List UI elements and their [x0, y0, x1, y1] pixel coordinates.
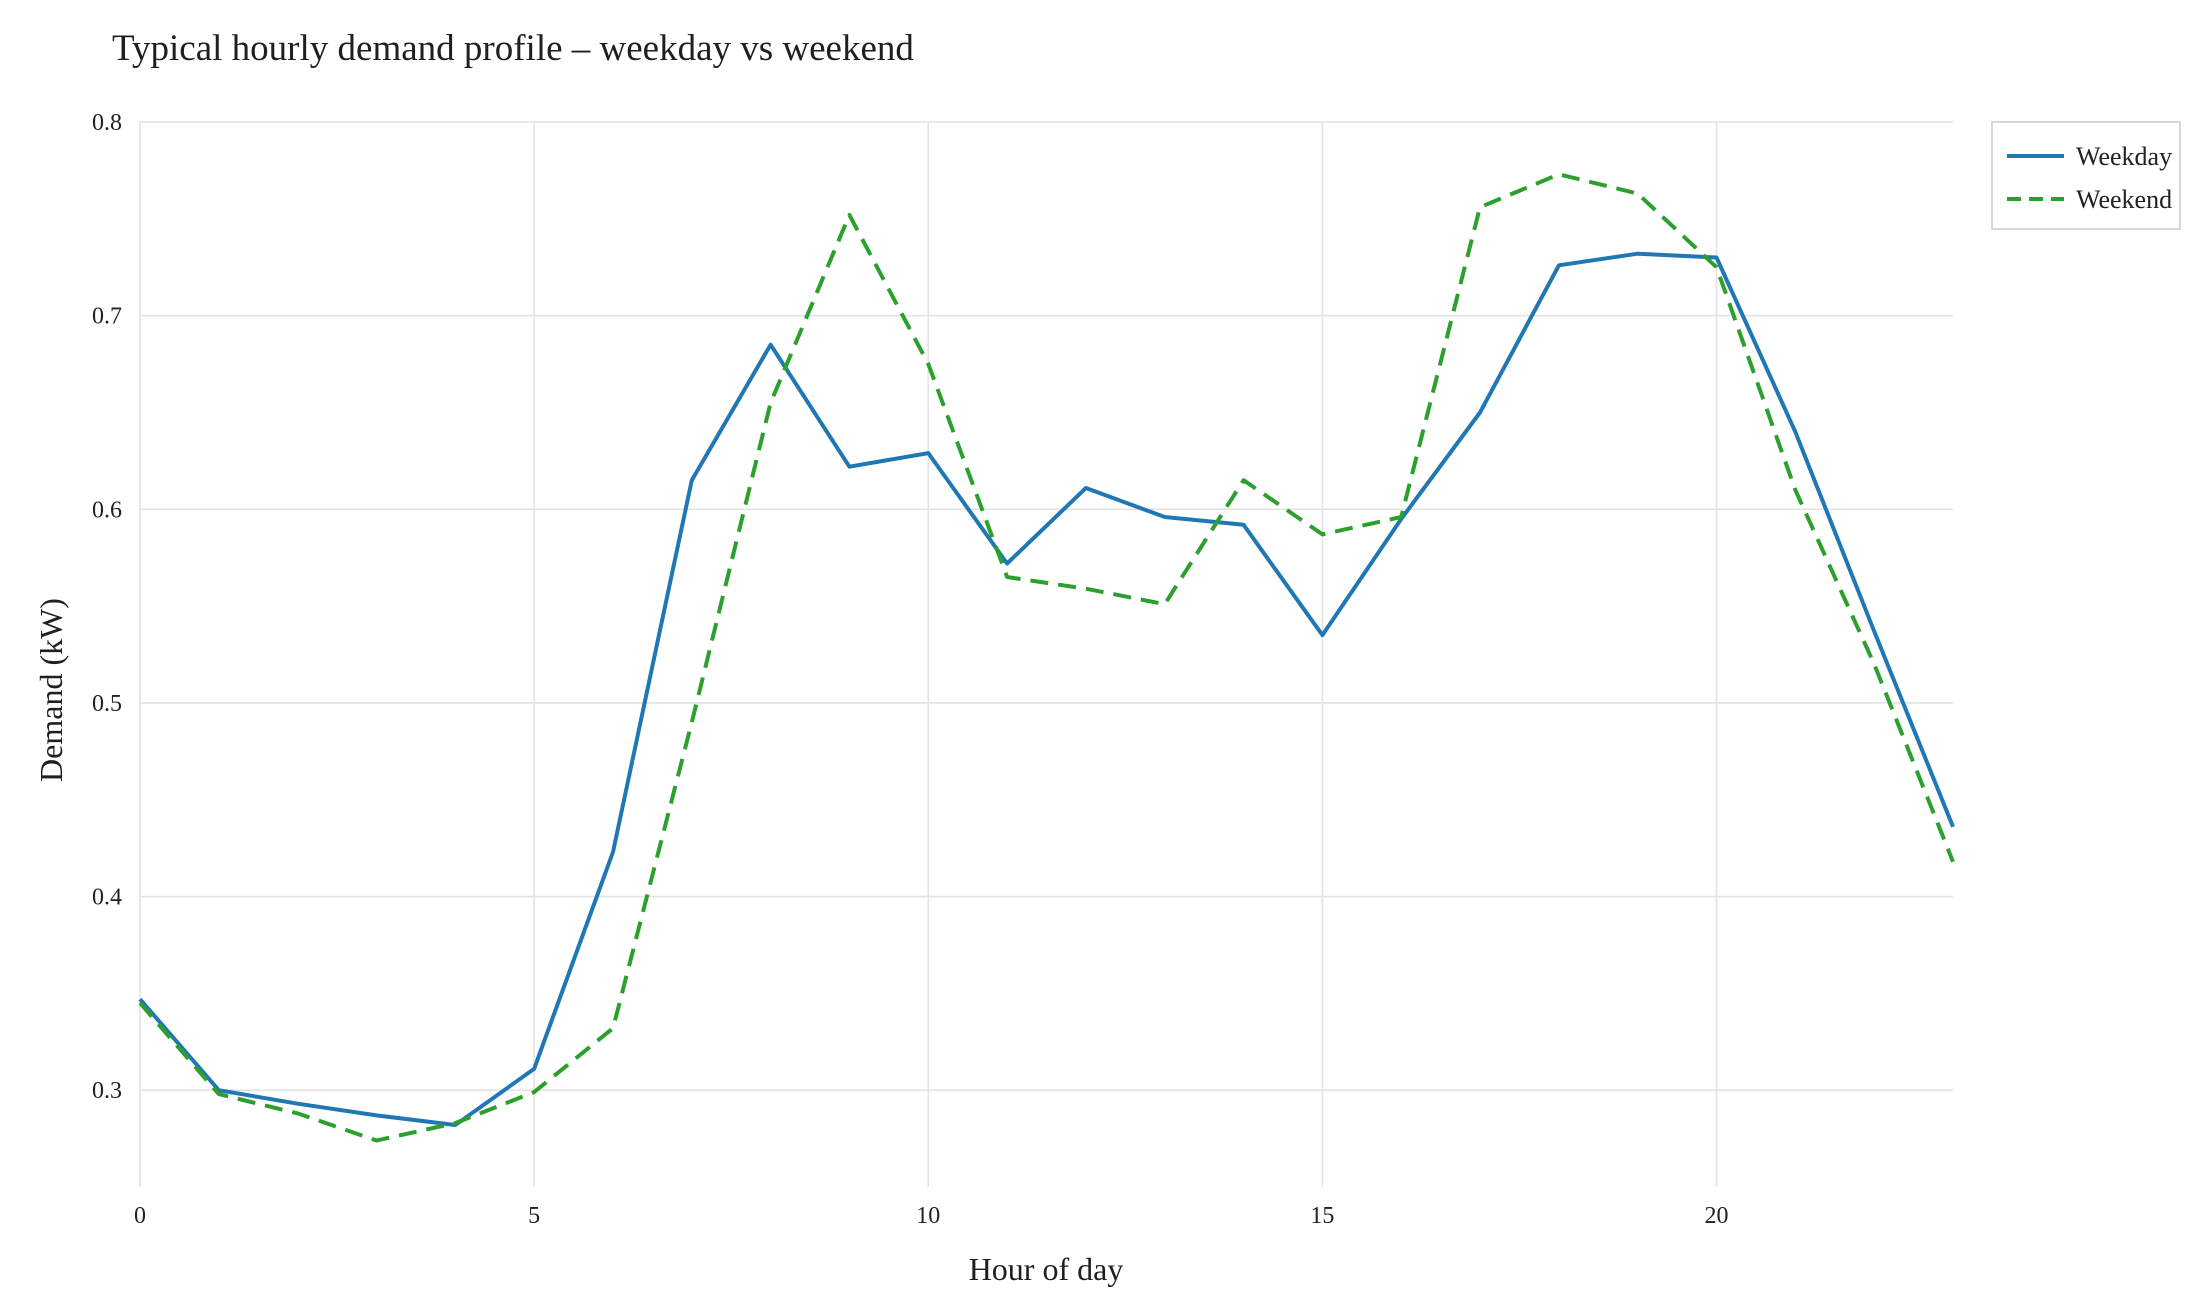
x-tick-label: 0: [134, 1203, 146, 1229]
legend-label-weekday: Weekday: [2076, 142, 2172, 171]
y-tick-label: 0.5: [92, 691, 122, 717]
chart-title: Typical hourly demand profile – weekday …: [112, 28, 914, 69]
x-tick-label: 20: [1705, 1203, 1729, 1229]
series-line-weekday: [138, 251, 1955, 1127]
y-tick-label: 0.3: [92, 1078, 122, 1104]
x-tick-label: 5: [528, 1203, 540, 1229]
legend: Weekday Weekend: [1991, 121, 2181, 230]
legend-label-weekend: Weekend: [2076, 185, 2172, 214]
x-tick-label: 15: [1310, 1203, 1334, 1229]
y-tick-label: 0.6: [92, 497, 122, 523]
y-tick-label: 0.7: [92, 304, 122, 330]
y-axis-label: Demand (kW): [33, 598, 69, 782]
series-line-weekend: [138, 172, 1955, 1143]
x-tick-label: 10: [916, 1203, 940, 1229]
x-axis-label: Hour of day: [969, 1251, 1124, 1287]
y-tick-label: 0.4: [92, 885, 122, 911]
legend-box: [1991, 121, 2181, 230]
grid: [139, 121, 1953, 1187]
series-lines: [138, 172, 1955, 1143]
tick-labels: 0 5 10 15 20 0.3 0.4 0.5 0.6 0.7 0.8: [92, 110, 1729, 1229]
y-tick-label: 0.8: [92, 110, 122, 136]
